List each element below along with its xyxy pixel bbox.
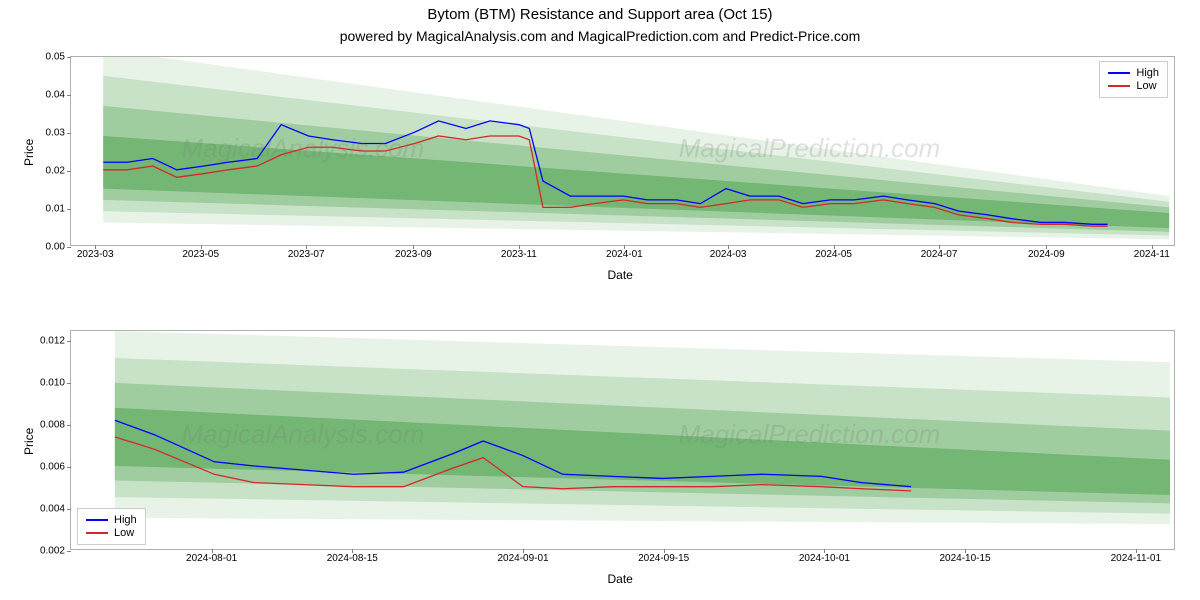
y-tick-label: 0.00 xyxy=(46,242,65,253)
y-axis-label-bottom: Price xyxy=(22,428,36,455)
x-tick-label: 2023-05 xyxy=(182,249,219,260)
legend-item: High xyxy=(1108,67,1159,79)
y-tick-label: 0.002 xyxy=(40,546,65,557)
x-tick-label: 2024-10-15 xyxy=(939,553,990,564)
x-tick-label: 2024-08-01 xyxy=(186,553,237,564)
legend-bottom: HighLow xyxy=(77,508,146,545)
y-tick-label: 0.008 xyxy=(40,420,65,431)
chart-panel-top: HighLow MagicalAnalysis.com MagicalPredi… xyxy=(70,56,1175,246)
y-tick-label: 0.004 xyxy=(40,504,65,515)
y-tick-label: 0.05 xyxy=(46,52,65,63)
x-tick-label: 2024-09 xyxy=(1028,249,1065,260)
x-tick-label: 2024-07 xyxy=(921,249,958,260)
legend-label: High xyxy=(1136,67,1159,79)
x-tick-label: 2024-11 xyxy=(1134,249,1170,260)
x-tick-label: 2023-09 xyxy=(395,249,432,260)
y-tick-label: 0.012 xyxy=(40,336,65,347)
figure-subtitle: powered by MagicalAnalysis.com and Magic… xyxy=(0,28,1200,44)
x-axis-label-bottom: Date xyxy=(608,572,633,586)
legend-item: High xyxy=(86,514,137,526)
y-axis-label-top: Price xyxy=(22,139,36,166)
x-tick-label: 2024-05 xyxy=(815,249,852,260)
y-tick-label: 0.02 xyxy=(46,166,65,177)
x-tick-label: 2023-11 xyxy=(501,249,537,260)
x-tick-label: 2024-09-01 xyxy=(497,553,548,564)
y-tick-label: 0.006 xyxy=(40,462,65,473)
chart-svg-top xyxy=(71,57,1174,245)
x-tick-label: 2024-03 xyxy=(710,249,747,260)
x-tick-label: 2024-11-01 xyxy=(1111,553,1161,564)
y-tick-label: 0.03 xyxy=(46,128,65,139)
x-tick-label: 2024-10-01 xyxy=(799,553,850,564)
y-tick-label: 0.01 xyxy=(46,204,65,215)
x-tick-label: 2024-09-15 xyxy=(638,553,689,564)
legend-swatch xyxy=(1108,85,1130,87)
chart-svg-bottom xyxy=(71,331,1174,549)
x-tick-label: 2024-08-15 xyxy=(327,553,378,564)
x-tick-label: 2023-07 xyxy=(288,249,325,260)
legend-label: Low xyxy=(1136,80,1156,92)
legend-swatch xyxy=(86,519,108,521)
legend-item: Low xyxy=(86,527,137,539)
legend-swatch xyxy=(86,532,108,534)
legend-label: Low xyxy=(114,527,134,539)
figure: Bytom (BTM) Resistance and Support area … xyxy=(0,0,1200,600)
chart-panel-bottom: HighLow MagicalAnalysis.com MagicalPredi… xyxy=(70,330,1175,550)
legend-label: High xyxy=(114,514,137,526)
y-tick-label: 0.04 xyxy=(46,90,65,101)
x-axis-label-top: Date xyxy=(608,268,633,282)
legend-item: Low xyxy=(1108,80,1159,92)
figure-suptitle: Bytom (BTM) Resistance and Support area … xyxy=(0,6,1200,23)
y-tick-label: 0.010 xyxy=(40,378,65,389)
x-tick-label: 2024-01 xyxy=(606,249,643,260)
legend-top: HighLow xyxy=(1099,61,1168,98)
x-tick-label: 2023-03 xyxy=(77,249,114,260)
legend-swatch xyxy=(1108,72,1130,74)
